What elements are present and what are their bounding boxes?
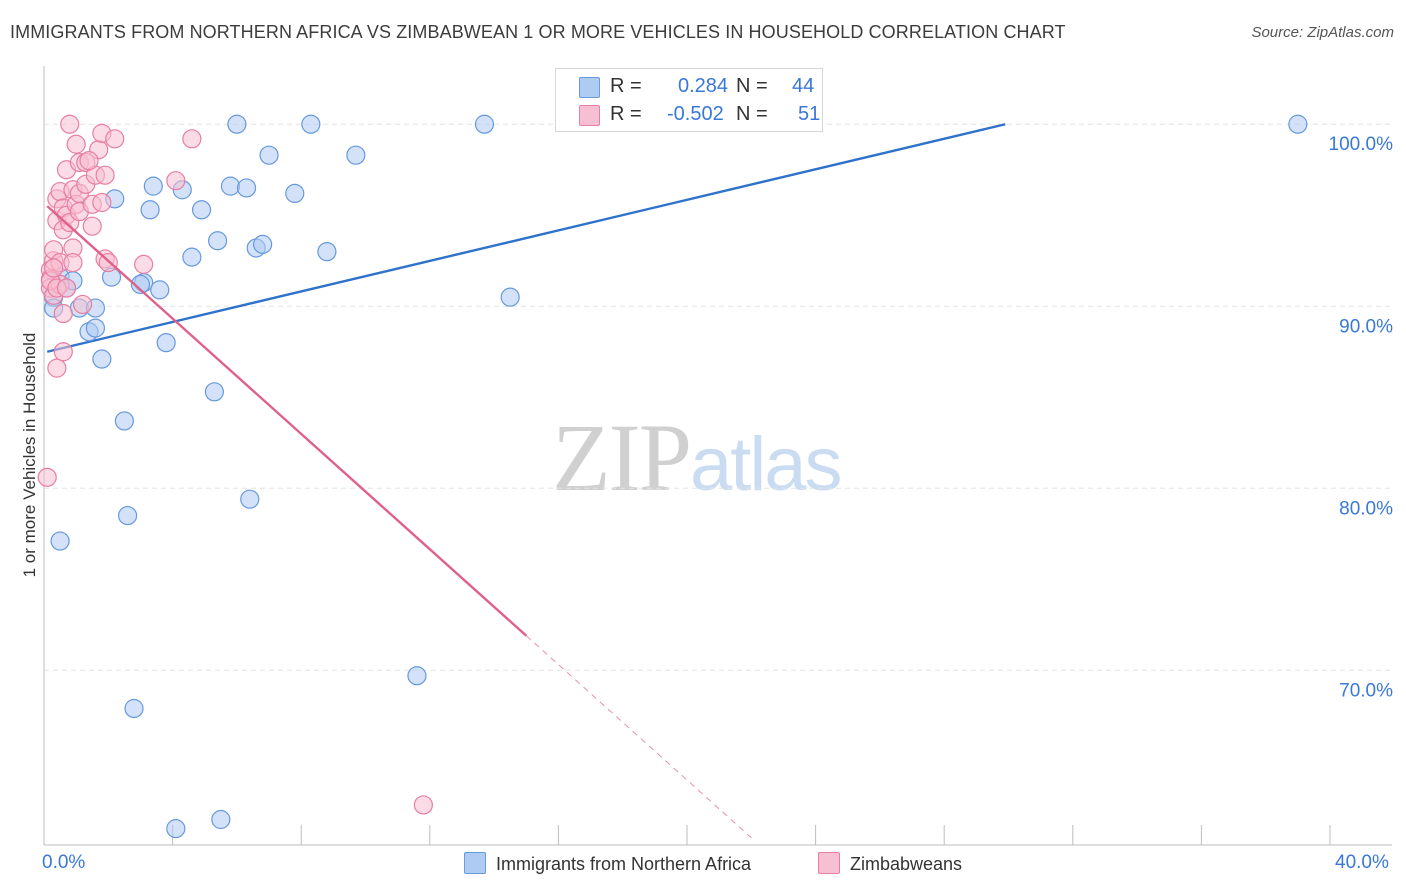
point-northern-africa [130, 274, 151, 295]
point-zimbabweans [66, 134, 86, 154]
point-northern-africa [227, 114, 247, 134]
point-zimbabweans [72, 294, 93, 315]
point-zimbabweans [105, 129, 125, 149]
y-tick-label: 70.0% [1339, 680, 1393, 701]
point-northern-africa [50, 531, 70, 551]
point-zimbabweans [53, 342, 73, 362]
point-northern-africa [92, 349, 112, 369]
bottom-legend-label: Zimbabweans [850, 854, 963, 874]
point-northern-africa [407, 666, 427, 686]
legend-n-label: N = [736, 75, 768, 97]
source-label: Source: ZipAtlas.com [1251, 24, 1394, 41]
point-zimbabweans [79, 151, 99, 171]
legend-n-value: 51 [798, 103, 821, 125]
point-northern-africa [474, 114, 495, 134]
point-northern-africa [1288, 114, 1308, 134]
y-tick-label: 90.0% [1339, 316, 1393, 337]
point-northern-africa [191, 200, 212, 220]
point-zimbabweans [63, 252, 83, 273]
point-northern-africa [236, 178, 257, 198]
legend-r-label: R = [610, 75, 642, 97]
bottom-legend-zimbabweans: Zimbabweans [818, 852, 962, 875]
point-zimbabweans [37, 467, 57, 487]
point-northern-africa [150, 280, 170, 300]
bottom-legend-label: Immigrants from Northern Africa [496, 854, 752, 874]
point-northern-africa [253, 234, 273, 254]
point-northern-africa [211, 809, 231, 830]
point-northern-africa [317, 242, 337, 262]
point-zimbabweans [134, 254, 154, 274]
point-zimbabweans [56, 278, 77, 298]
y-tick-label: 80.0% [1339, 498, 1393, 519]
legend-r-value: -0.502 [667, 103, 724, 125]
point-northern-africa [117, 505, 138, 526]
bottom-legend-swatch-pink [818, 852, 840, 874]
point-northern-africa [204, 382, 224, 402]
y-tick-labels: 70.0% 80.0% 90.0% 100.0% [1329, 134, 1394, 701]
point-zimbabweans [182, 129, 202, 149]
watermark-atlas: atlas [690, 422, 843, 507]
x-tick-label-max: 40.0% [1335, 852, 1389, 873]
gridlines [44, 123, 1392, 671]
legend-swatch-pink [579, 105, 600, 126]
legend-swatch-blue [579, 77, 600, 98]
legend-r-value: 0.284 [678, 75, 729, 97]
points-northern-africa [44, 114, 1308, 839]
point-northern-africa [85, 318, 106, 338]
point-northern-africa [124, 698, 144, 719]
point-northern-africa [143, 176, 163, 196]
point-zimbabweans [92, 192, 112, 213]
y-axis-label: 1 or more Vehicles in Household [20, 332, 39, 578]
point-zimbabweans [44, 258, 64, 278]
bottom-legend-northern-africa: Immigrants from Northern Africa [464, 852, 751, 875]
point-zimbabweans [47, 358, 67, 378]
point-northern-africa [500, 287, 520, 307]
chart-title: IMMIGRANTS FROM NORTHERN AFRICA VS ZIMBA… [10, 22, 1066, 42]
trend-line-pink [46, 205, 528, 637]
point-zimbabweans [413, 795, 433, 815]
watermark-zip: ZIP [552, 404, 692, 511]
point-northern-africa [346, 145, 366, 165]
point-northern-africa [114, 411, 134, 431]
points-zimbabweans [37, 114, 433, 815]
point-zimbabweans [95, 165, 115, 185]
point-northern-africa [285, 183, 305, 204]
point-northern-africa [220, 176, 241, 196]
trend-line-zimbabweans [46, 205, 752, 839]
watermark: ZIPatlas [552, 402, 843, 513]
x-tick-label-min: 0.0% [42, 852, 86, 873]
point-zimbabweans [53, 303, 73, 324]
trend-line-pink-extension [525, 635, 752, 839]
point-zimbabweans [82, 216, 102, 236]
legend: R = 0.284 N = 44 R = -0.502 N = 51 [555, 68, 823, 132]
point-northern-africa [240, 489, 260, 509]
point-northern-africa [182, 247, 202, 267]
point-northern-africa [156, 333, 176, 353]
point-northern-africa [301, 114, 321, 134]
trend-line-blue [46, 123, 1006, 353]
point-northern-africa [166, 819, 186, 839]
legend-r-label: R = [610, 103, 642, 125]
trend-line-northern-africa [46, 123, 1006, 353]
legend-n-value: 44 [792, 75, 815, 97]
point-zimbabweans [60, 114, 80, 134]
point-northern-africa [208, 231, 228, 251]
point-zimbabweans [166, 171, 186, 191]
bottom-legend-swatch-blue [464, 852, 486, 874]
y-tick-label: 100.0% [1329, 134, 1394, 155]
point-northern-africa [259, 145, 279, 165]
point-northern-africa [140, 200, 160, 220]
axes [43, 66, 1392, 846]
legend-n-label: N = [736, 103, 768, 125]
